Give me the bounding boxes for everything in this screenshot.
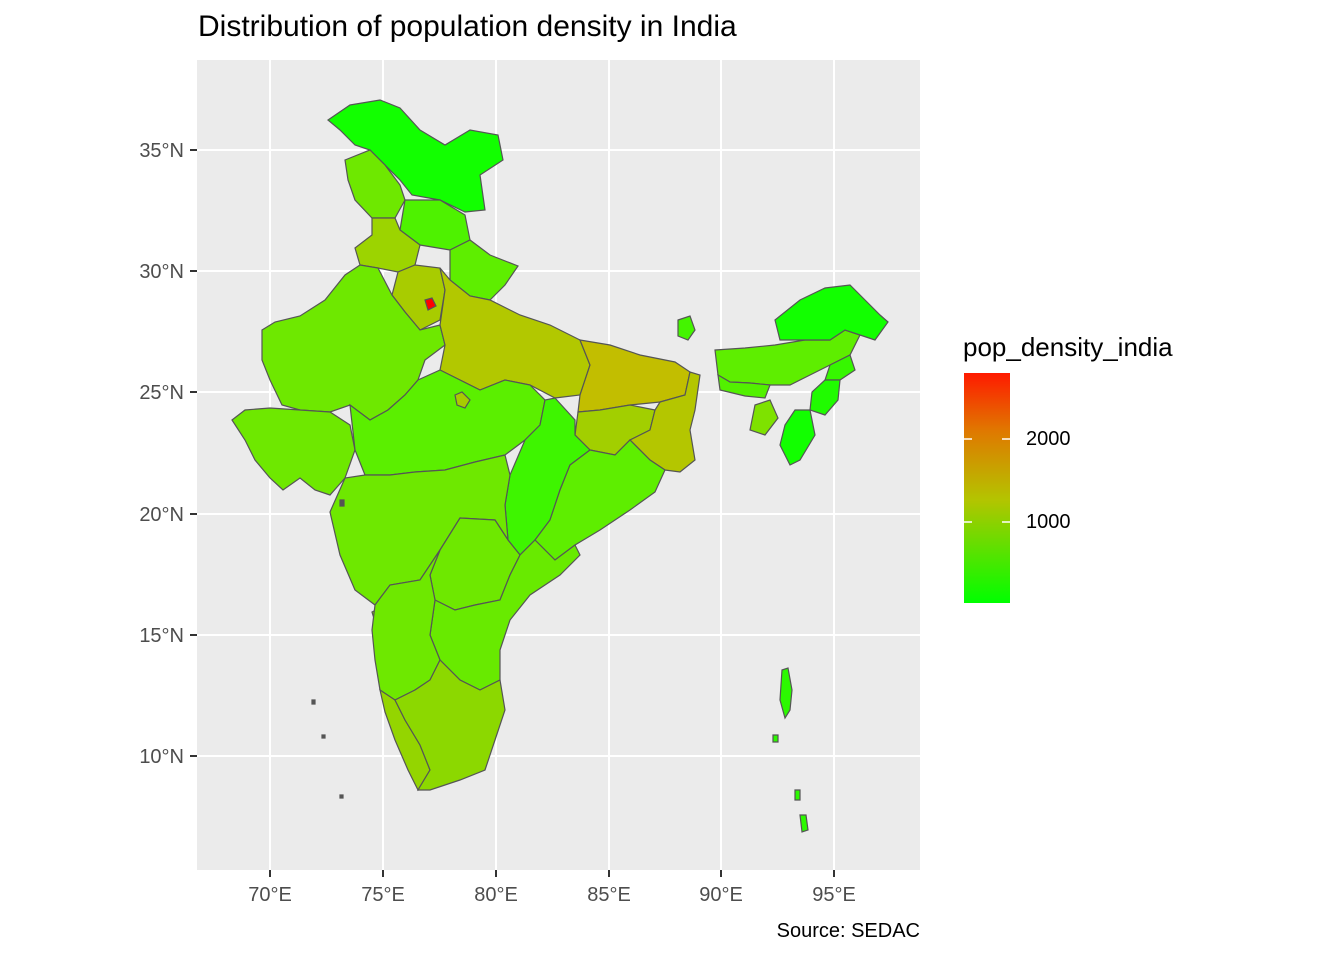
state-delhi <box>424 297 437 311</box>
state-himachal <box>344 149 406 219</box>
state-manipur <box>809 379 841 416</box>
axis-ticks <box>190 149 835 877</box>
x-tick-label: 70°E <box>248 884 292 906</box>
state-rajasthan <box>261 264 446 421</box>
state-andaman-2 <box>772 734 779 743</box>
legend-ticks <box>964 438 1010 523</box>
legend-title: pop_density_india <box>963 332 1173 362</box>
state-nicobar <box>799 814 809 833</box>
legend-label-2000: 2000 <box>1026 428 1071 450</box>
legend-colorbar <box>964 373 1010 603</box>
state-lakshadweep-3 <box>339 794 344 799</box>
y-tick-label: 30°N <box>139 261 184 283</box>
state-sikkim <box>677 315 696 341</box>
x-tick-label: 95°E <box>812 884 856 906</box>
state-mizoram <box>779 409 816 466</box>
map-title: Distribution of population density in In… <box>198 10 737 43</box>
state-lakshadweep <box>311 699 316 705</box>
state-gujarat <box>231 407 356 496</box>
state-tamil-nadu <box>394 658 506 791</box>
state-lakshadweep-2 <box>321 734 326 739</box>
y-tick-label: 20°N <box>139 504 184 526</box>
grid-lines <box>197 60 920 870</box>
y-tick-label: 35°N <box>139 140 184 162</box>
source-caption: Source: SEDAC <box>776 920 920 942</box>
x-tick-label: 75°E <box>361 884 405 906</box>
y-tick-label: 25°N <box>139 382 184 404</box>
x-tick-label: 80°E <box>474 884 518 906</box>
state-andaman <box>779 667 793 720</box>
y-tick-label: 10°N <box>139 746 184 768</box>
x-tick-label: 85°E <box>587 884 631 906</box>
state-chandigarh <box>454 391 471 409</box>
state-meghalaya <box>717 373 771 399</box>
state-nagaland <box>824 354 856 381</box>
state-dadra-nagar <box>339 499 345 507</box>
legend-label-1000: 1000 <box>1026 511 1071 533</box>
state-west-bengal <box>628 371 701 473</box>
state-odisha <box>534 439 666 561</box>
state-tripura <box>749 399 779 436</box>
x-tick-label: 90°E <box>699 884 743 906</box>
state-arunachal <box>774 284 889 341</box>
y-tick-label: 15°N <box>139 625 184 647</box>
state-nicobar-2 <box>794 789 801 801</box>
india-states <box>231 99 889 833</box>
